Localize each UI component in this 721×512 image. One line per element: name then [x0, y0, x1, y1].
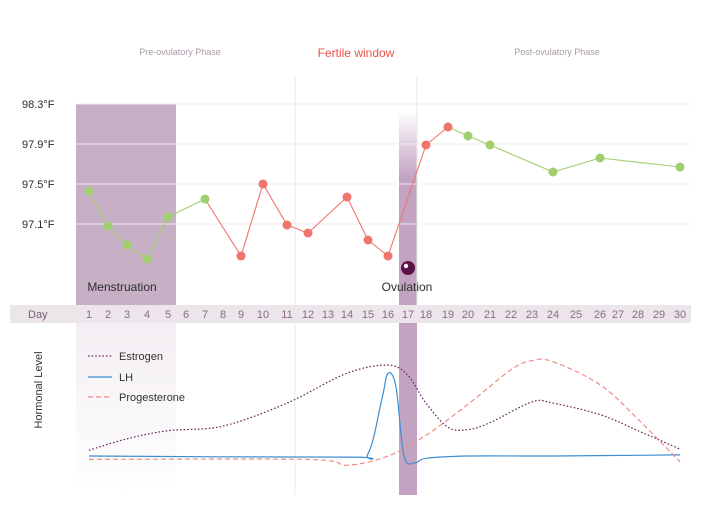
- day-number: 1: [86, 309, 92, 321]
- menstruation-band-lower: [76, 323, 176, 493]
- grid-layer: [76, 76, 690, 495]
- temperature-point: [443, 122, 453, 132]
- temperature-segment: [552, 157, 601, 173]
- day-number: 5: [165, 309, 171, 321]
- day-number: 27: [612, 309, 624, 321]
- temperature-segment: [425, 126, 449, 146]
- day-number: 17: [402, 309, 414, 321]
- band-layer: [76, 104, 417, 495]
- hormone-axis-label: Hormonal Level: [33, 351, 45, 428]
- phase-label-post: Post-ovulatory Phase: [514, 47, 600, 57]
- temperature-point: [675, 162, 685, 172]
- day-number: 16: [382, 309, 394, 321]
- temperature-point: [421, 140, 431, 150]
- ovulation-icon: [401, 261, 415, 275]
- temperature-segment: [307, 196, 348, 234]
- day-number: 23: [526, 309, 538, 321]
- hormone-line-lh: [88, 372, 681, 465]
- day-row-background: [10, 305, 691, 323]
- temperature-segment: [146, 216, 169, 260]
- day-number: 13: [322, 309, 334, 321]
- day-number: 2: [105, 309, 111, 321]
- ovulation-band-lower: [399, 323, 417, 495]
- temperature-points: [84, 122, 685, 264]
- hormone-lines: [88, 358, 681, 466]
- temperature-segment: [599, 157, 681, 168]
- day-number: 15: [362, 309, 374, 321]
- day-number: 25: [570, 309, 582, 321]
- phase-label-fertile: Fertile window: [318, 46, 395, 60]
- day-number: 29: [653, 309, 665, 321]
- day-number: 4: [144, 309, 150, 321]
- temperature-point: [122, 240, 132, 250]
- day-number: 28: [632, 309, 644, 321]
- phase-label-pre: Pre-ovulatory Phase: [139, 47, 221, 57]
- day-number: 21: [484, 309, 496, 321]
- menstruation-label: Menstruation: [87, 280, 156, 294]
- y-tick-label: 98.3°F: [22, 99, 55, 111]
- temperature-lines: [88, 126, 681, 260]
- day-number: 8: [220, 309, 226, 321]
- day-number: 30: [674, 309, 686, 321]
- ovulation-label: Ovulation: [382, 280, 433, 294]
- temperature-point: [548, 167, 558, 177]
- day-numbers: 1 2 3 4 5 6 7 8 9 10 11 12 13 14 15 16 17 18 19 20 21 22 23 24 2…: [86, 309, 686, 321]
- temperature-point: [84, 186, 94, 196]
- day-number: 10: [257, 309, 269, 321]
- temperature-point: [383, 251, 393, 261]
- day-number: 11: [281, 309, 292, 321]
- temperature-segment: [262, 183, 288, 226]
- temperature-segment: [88, 190, 109, 227]
- hormone-line-estrogen: [88, 364, 681, 451]
- day-number: 18: [420, 309, 432, 321]
- temperature-point: [200, 194, 210, 204]
- temperature-segment: [240, 183, 264, 257]
- day-number: 19: [442, 309, 454, 321]
- temperature-point: [103, 221, 113, 231]
- legend-label-estrogen: Estrogen: [119, 351, 163, 363]
- menstruation-band: [76, 104, 176, 305]
- temperature-point: [282, 220, 292, 230]
- day-number: 7: [202, 309, 208, 321]
- temperature-point: [236, 251, 246, 261]
- temperature-point: [142, 254, 152, 264]
- temperature-segment: [204, 198, 242, 257]
- temperature-point: [485, 140, 495, 150]
- temperature-point: [595, 153, 605, 163]
- y-tick-label: 97.5°F: [22, 179, 55, 191]
- ovulation-band: [399, 110, 417, 305]
- temperature-point: [342, 192, 352, 202]
- temperature-point: [463, 131, 473, 141]
- day-number: 6: [183, 309, 189, 321]
- temperature-segment: [346, 196, 369, 241]
- day-number: 24: [547, 309, 559, 321]
- day-number: 26: [594, 309, 606, 321]
- y-tick-label: 97.1°F: [22, 219, 55, 231]
- day-number: 20: [462, 309, 474, 321]
- temperature-point: [363, 235, 373, 245]
- temperature-segment: [167, 198, 206, 218]
- day-number: 3: [124, 309, 130, 321]
- hormone-legend: Estrogen LH Progesterone: [88, 351, 185, 404]
- day-number: 22: [505, 309, 517, 321]
- temperature-point: [258, 179, 268, 189]
- legend-label-progesterone: Progesterone: [119, 392, 185, 404]
- hormone-line-progesterone: [88, 358, 681, 466]
- legend-label-lh: LH: [119, 372, 133, 384]
- day-number: 12: [302, 309, 314, 321]
- temperature-segment: [387, 144, 427, 257]
- y-axis-ticks: 98.3°F 97.9°F 97.5°F 97.1°F: [22, 99, 55, 231]
- day-number: 14: [341, 309, 353, 321]
- day-number: 9: [238, 309, 244, 321]
- temperature-point: [303, 228, 313, 238]
- temperature-segment: [489, 144, 554, 173]
- y-tick-label: 97.9°F: [22, 139, 55, 151]
- day-row-label: Day: [28, 309, 48, 321]
- temperature-point: [163, 212, 173, 222]
